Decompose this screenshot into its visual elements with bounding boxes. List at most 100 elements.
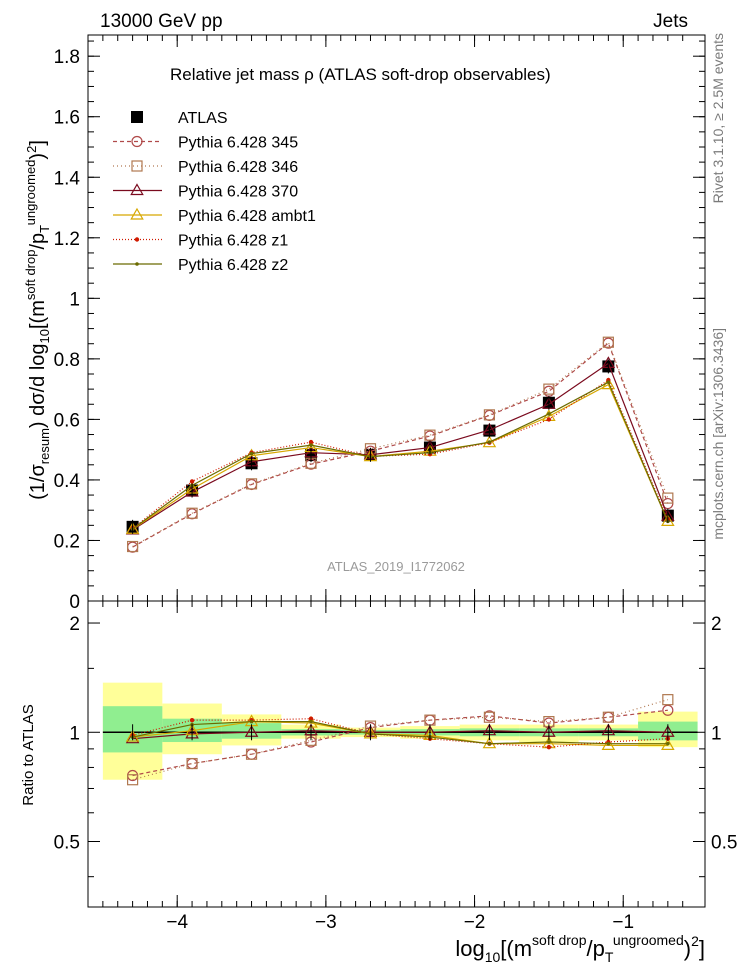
x-tick-label: −2 [464,912,486,933]
watermark: ATLAS_2019_I1772062 [327,559,465,574]
data-point [483,409,496,421]
ratio-point [249,719,254,724]
y-tick-label: 1.6 [54,108,80,129]
data-point [487,440,492,444]
ratio-line [132,730,668,740]
y-tick-label: 1.8 [54,47,80,68]
data-point [546,417,552,422]
data-point [547,412,551,416]
ratio-point [666,741,670,746]
series-0 [126,360,674,533]
data-point [483,409,496,422]
mcplots-label: mcplots.cern.ch [arXiv:1306.3436] [710,328,726,540]
ratio-point [606,741,611,746]
y-tick-label: 0 [69,592,80,613]
header-left: 13000 GeV pp [100,11,223,32]
legend-item: Pythia 6.428 345 [113,135,298,152]
legend-label: Pythia 6.428 ambt1 [178,208,316,225]
ratio-y-axis-label: Ratio to ATLAS [20,704,37,805]
x-axis-label: log10[(msoft drop/pTungroomed)2] [455,932,705,965]
x-tick-label: −1 [612,912,634,933]
y-tick-label: 1 [69,289,80,310]
data-point [249,451,254,456]
ratio-line [132,699,669,781]
legend: ATLAS Pythia 6.428 345 Pythia 6.428 346 Pyt… [113,110,316,274]
ratio-y-axis: 0.5 0.5 1 1 2 2 [54,614,737,878]
ratio-point [601,738,616,751]
ratio-point [547,740,551,744]
legend-label: Pythia 6.428 370 [178,184,298,201]
ratio-tick-label: 2 [69,614,80,635]
series-6 [130,380,670,531]
series-1 [127,337,674,553]
rivet-label: Rivet 3.1.10, ≥ 2.5M events [710,33,726,203]
x-tick-label: −4 [166,912,188,933]
data-point [309,443,313,447]
ratio-tick-label-right: 0.5 [711,833,737,854]
legend-marker [131,111,143,123]
ratio-point [309,719,313,724]
legend-item: Pythia 6.428 ambt1 [113,207,316,225]
data-point [543,383,555,395]
main-y-axis-label: (1/σresum) dσ/d log10[(msoft drop/pTungr… [23,140,52,500]
ratio-point [125,731,140,744]
ratio-point [189,717,195,723]
y-tick-label: 0.6 [54,410,80,431]
header-right: Jets [653,11,688,32]
ratio-line [132,718,668,748]
y-tick-label: 1.4 [54,168,81,189]
series-line [132,362,669,531]
ratio-point [602,711,614,723]
series-line [132,383,669,530]
ratio-point [662,694,674,706]
legend-item: Pythia 6.428 z1 [113,233,288,250]
main-series [125,336,675,553]
series-line [132,342,669,548]
series-line [132,379,669,529]
ratio-point [308,716,314,721]
legend-label: Pythia 6.428 z1 [178,233,288,250]
ratio-point [127,774,139,786]
data-point [662,492,674,504]
x-axis: −4 −3 −2 −1 [102,35,684,933]
series-line [132,381,669,530]
data-point [606,380,611,384]
main-panel: Relative jet mass ρ (ATLAS soft-drop obs… [23,34,706,613]
legend-item: Pythia 6.428 z2 [113,257,288,274]
ratio-point [186,757,198,770]
ratio-tick-label-right: 1 [711,723,722,744]
data-point [602,336,614,348]
ratio-panel: 0.5 0.5 1 1 2 2 Ratio to ATLAS [20,600,737,908]
legend-marker [135,262,139,266]
ratio-series [125,694,675,786]
ratio-point [483,711,496,723]
ratio-point [487,741,492,746]
y-tick-label: 0.4 [54,471,81,492]
data-point [245,478,258,490]
series-line [132,341,669,548]
data-point [482,435,497,448]
ratio-point [546,744,552,750]
data-point [424,429,436,441]
ratio-tick-label-right: 2 [711,614,722,635]
data-point [661,514,675,526]
legend-item: Pythia 6.428 346 [113,159,298,176]
x-tick-label: −3 [315,912,337,933]
legend-marker [130,183,144,196]
legend-label: Pythia 6.428 345 [178,135,298,152]
legend-label: Pythia 6.428 346 [178,159,298,176]
series-2 [127,336,674,553]
legend-label: ATLAS [178,110,228,127]
y-tick-label: 1.2 [54,229,80,250]
legend-item: ATLAS [131,110,228,127]
ratio-tick-label: 1 [69,723,80,744]
data-point [308,439,314,445]
legend-marker [131,160,143,172]
data-point [127,540,139,553]
ratio-point [482,736,497,749]
main-title: Relative jet mass ρ (ATLAS soft-drop obs… [170,65,551,84]
data-point [186,508,198,520]
legend-label: Pythia 6.428 z2 [178,257,288,274]
y-tick-label: 0.2 [54,531,80,552]
y-tick-label: 0.8 [54,350,80,371]
